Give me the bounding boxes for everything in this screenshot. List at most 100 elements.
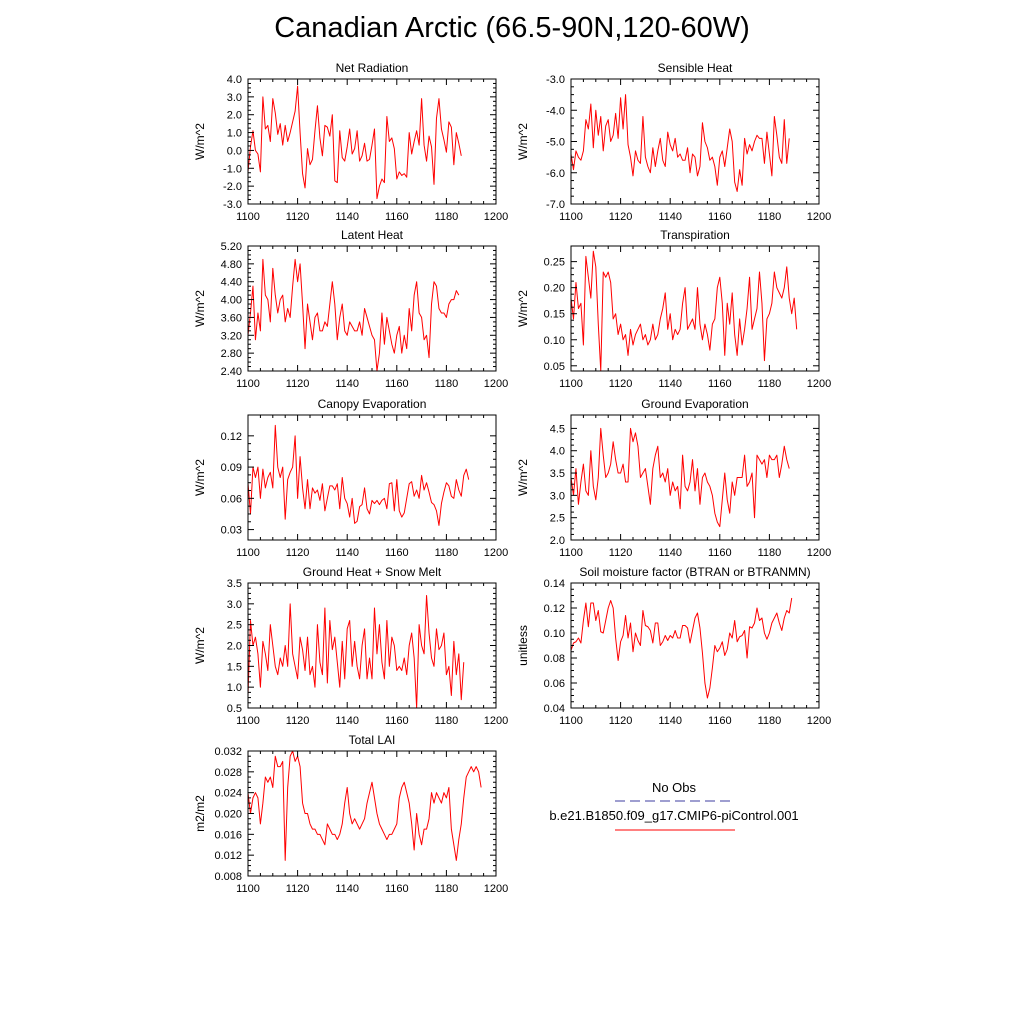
x-tick-label: 1140 xyxy=(658,211,682,223)
y-axis-label: W/m^2 xyxy=(516,123,530,160)
y-tick-label: 2.5 xyxy=(550,513,565,525)
plot-frame xyxy=(570,245,820,372)
x-tick-label: 1160 xyxy=(385,715,409,727)
y-tick-label: -3.0 xyxy=(223,199,242,211)
y-tick-label: -4.0 xyxy=(546,105,565,117)
x-tick-label: 1180 xyxy=(758,715,782,727)
legend-obs-label: No Obs xyxy=(652,780,697,795)
x-tick-label: 1160 xyxy=(385,378,409,390)
y-tick-label: -1.0 xyxy=(223,163,242,175)
y-tick-label: 4.0 xyxy=(550,446,565,458)
y-tick-label: 3.0 xyxy=(550,490,565,502)
y-tick-label: -6.0 xyxy=(546,168,565,180)
y-tick-label: 3.5 xyxy=(550,468,565,480)
x-tick-label: 1140 xyxy=(335,378,359,390)
panel-title: Transpiration xyxy=(660,228,730,242)
y-tick-label: 0.14 xyxy=(544,578,565,590)
x-tick-label: 1100 xyxy=(236,547,260,559)
panel-canopy-evaporation: 1100 1120 1140 1160 1180 1200 0.12 0.09 0.06 0.03… xyxy=(193,397,508,559)
x-tick-label: 1180 xyxy=(758,378,782,390)
x-tick-label: 1100 xyxy=(236,378,260,390)
y-tick-label: 0.25 xyxy=(544,257,565,269)
panel-net-radiation: 1100 1120 1140 1160 1180 1200 4.0 3.0 2.0 1.0 0.0 -… xyxy=(193,61,508,223)
y-tick-label: 4.0 xyxy=(227,74,242,86)
x-tick-label: 1200 xyxy=(807,547,831,559)
x-tick-label: 1120 xyxy=(609,378,633,390)
figure-title: Canadian Arctic (66.5-90N,120-60W) xyxy=(274,12,750,44)
series-line-net-radiation xyxy=(247,85,462,200)
series-line-sensible-heat xyxy=(570,94,790,192)
series-line-soil-moisture-factor-btran-or-btranmn xyxy=(570,597,793,699)
x-tick-label: 1100 xyxy=(236,715,260,727)
x-tick-label: 1160 xyxy=(385,883,409,895)
series-line-total-lai xyxy=(247,750,482,861)
panel-title: Soil moisture factor (BTRAN or BTRANMN) xyxy=(579,565,810,579)
y-tick-label: 0.020 xyxy=(214,809,242,821)
x-tick-label: 1160 xyxy=(708,378,732,390)
plot-frame xyxy=(570,414,820,541)
y-tick-label: 0.06 xyxy=(221,493,242,505)
y-axis-label: W/m^2 xyxy=(193,123,207,160)
y-tick-label: 3.0 xyxy=(227,599,242,611)
y-tick-label: 4.80 xyxy=(221,259,242,271)
panel-title: Sensible Heat xyxy=(658,61,733,75)
y-tick-label: 3.5 xyxy=(227,578,242,590)
y-tick-label: 0.032 xyxy=(214,746,242,758)
y-tick-label: 0.20 xyxy=(544,283,565,295)
x-tick-label: 1100 xyxy=(559,211,583,223)
y-tick-label: 2.0 xyxy=(550,535,565,547)
y-tick-label: -7.0 xyxy=(546,199,565,211)
panel-title: Total LAI xyxy=(349,733,396,747)
x-tick-label: 1120 xyxy=(609,211,633,223)
x-tick-label: 1160 xyxy=(708,211,732,223)
y-tick-label: 0.12 xyxy=(544,603,565,615)
y-tick-label: 3.60 xyxy=(221,312,242,324)
x-tick-label: 1160 xyxy=(708,715,732,727)
y-tick-label: 2.0 xyxy=(227,110,242,122)
x-tick-label: 1180 xyxy=(758,211,782,223)
y-tick-label: 3.20 xyxy=(221,330,242,342)
y-tick-label: 0.10 xyxy=(544,335,565,347)
x-tick-label: 1200 xyxy=(484,883,508,895)
y-tick-label: 5.20 xyxy=(221,241,242,253)
y-tick-label: 0.016 xyxy=(214,829,242,841)
y-tick-label: 3.0 xyxy=(227,92,242,104)
y-tick-label: 2.5 xyxy=(227,620,242,632)
plot-frame xyxy=(570,582,820,709)
x-tick-label: 1200 xyxy=(484,211,508,223)
x-tick-label: 1180 xyxy=(758,547,782,559)
x-tick-label: 1100 xyxy=(236,883,260,895)
panel-title: Net Radiation xyxy=(336,61,409,75)
y-tick-label: 0.10 xyxy=(544,628,565,640)
panel-title: Ground Evaporation xyxy=(641,397,748,411)
x-tick-label: 1100 xyxy=(559,378,583,390)
y-tick-label: 4.40 xyxy=(221,277,242,289)
x-tick-label: 1180 xyxy=(435,211,459,223)
series-line-latent-heat xyxy=(247,258,460,372)
x-tick-label: 1140 xyxy=(658,547,682,559)
y-tick-label: 0.028 xyxy=(214,767,242,779)
x-tick-label: 1160 xyxy=(708,547,732,559)
x-tick-label: 1160 xyxy=(385,211,409,223)
panel-title: Ground Heat + Snow Melt xyxy=(303,565,442,579)
y-axis-label: m2/m2 xyxy=(193,795,207,832)
panels-group: 1100 1120 1140 1160 1180 1200 4.0 3.0 2.0 1.0 0.0 -… xyxy=(193,61,831,895)
panel-transpiration: 1100 1120 1140 1160 1180 1200 0.25 0.20 0.15 0.10… xyxy=(516,228,831,390)
y-axis-label: W/m^2 xyxy=(516,290,530,327)
y-axis-label: W/m^2 xyxy=(193,290,207,327)
y-tick-label: -5.0 xyxy=(546,137,565,149)
x-tick-label: 1200 xyxy=(807,715,831,727)
y-tick-label: 2.80 xyxy=(221,348,242,360)
x-tick-label: 1140 xyxy=(335,715,359,727)
x-tick-label: 1140 xyxy=(658,378,682,390)
legend: No Obs b.e21.B1850.f09_g17.CMIP6-piContr… xyxy=(549,780,799,831)
plot-frame xyxy=(247,414,497,541)
x-tick-label: 1160 xyxy=(385,547,409,559)
y-tick-label: 0.15 xyxy=(544,309,565,321)
y-tick-label: 1.0 xyxy=(227,128,242,140)
x-tick-label: 1120 xyxy=(609,547,633,559)
series-line-canopy-evaporation xyxy=(247,424,470,526)
y-tick-label: 0.04 xyxy=(544,703,565,715)
x-tick-label: 1120 xyxy=(609,715,633,727)
